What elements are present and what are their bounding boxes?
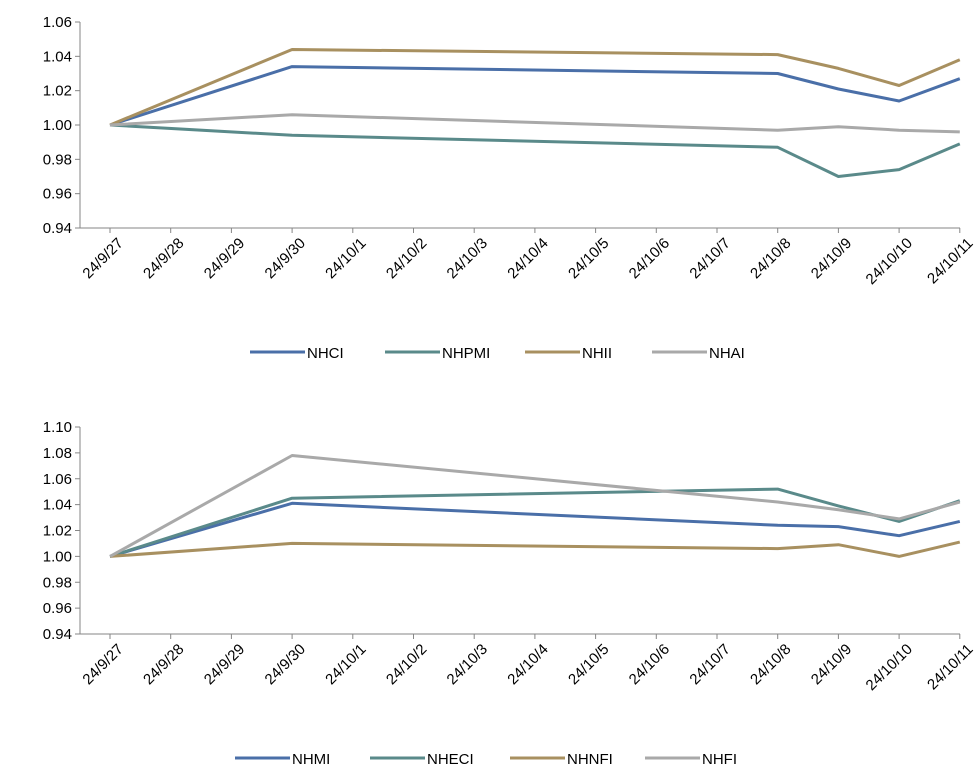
- y-tick-label: 0.94: [43, 626, 72, 643]
- x-tick-label: 24/10/4: [504, 235, 551, 282]
- x-tick-label: 24/10/4: [504, 641, 551, 688]
- x-tick-label: 24/9/28: [140, 235, 187, 282]
- x-tick-label: 24/10/5: [565, 641, 612, 688]
- x-tick-label: 24/10/8: [747, 235, 794, 282]
- legend-label-nhpmi: NHPMI: [442, 345, 490, 362]
- y-tick-label: 1.04: [43, 48, 72, 65]
- x-tick-label: 24/10/2: [383, 235, 430, 282]
- x-tick-label: 24/10/9: [808, 235, 855, 282]
- series-line-nhpmi: [109, 123, 961, 178]
- x-tick-label: 24/10/10: [863, 235, 916, 288]
- y-tick-label: 1.08: [43, 445, 72, 462]
- y-tick-label: 1.02: [43, 83, 72, 100]
- x-tick-label: 24/10/7: [686, 235, 733, 282]
- x-tick-label: 24/9/27: [79, 235, 126, 282]
- x-tick-label: 24/9/29: [201, 235, 248, 282]
- y-tick-label: 1.02: [43, 523, 72, 540]
- legend-label-nheci: NHECI: [427, 751, 474, 768]
- series-line-nhmi: [109, 501, 961, 558]
- x-tick-label: 24/10/11: [924, 235, 977, 288]
- x-tick-label: 24/9/27: [79, 641, 126, 688]
- x-tick-label: 24/9/28: [140, 641, 187, 688]
- x-tick-label: 24/10/2: [383, 641, 430, 688]
- x-tick-label: 24/10/1: [322, 641, 369, 688]
- y-tick-label: 1.10: [43, 419, 72, 436]
- chart-bottom: 0.94 0.96 0.98 1.00 1.02 1.04 1.06 1.08 1.10 24/9…: [43, 419, 977, 768]
- x-tick-label: 24/9/30: [262, 641, 309, 688]
- legend-label-nhii: NHII: [582, 345, 612, 362]
- y-tick-label: 0.98: [43, 574, 72, 591]
- legend-label-nhmi: NHMI: [292, 751, 330, 768]
- series-line-nhci: [109, 65, 961, 127]
- x-tick-label: 24/10/1: [322, 235, 369, 282]
- legend-label-nhci: NHCI: [307, 345, 344, 362]
- y-tick-label: 1.06: [43, 471, 72, 488]
- series-line-nhfi: [109, 454, 961, 558]
- x-tick-label: 24/10/7: [686, 641, 733, 688]
- x-tick-label: 24/10/3: [444, 641, 491, 688]
- x-tick-label: 24/10/6: [626, 235, 673, 282]
- legend-label-nhai: NHAI: [709, 345, 745, 362]
- series-line-nhii: [109, 48, 961, 127]
- x-tick-label: 24/9/30: [262, 235, 309, 282]
- series-line-nheci: [109, 487, 961, 558]
- x-tick-label: 24/10/3: [444, 235, 491, 282]
- y-tick-label: 0.98: [43, 151, 72, 168]
- legend-label-nhfi: NHFI: [702, 751, 737, 768]
- x-tick-label: 24/10/9: [808, 641, 855, 688]
- series-line-nhai: [109, 113, 960, 134]
- chart-top: 0.94 0.96 0.98 1.00 1.02 1.04 1.06 24/9/27 24/9/…: [43, 14, 977, 362]
- x-tick-label: 24/10/10: [863, 641, 916, 694]
- x-tick-label: 24/10/5: [565, 235, 612, 282]
- y-tick-label: 1.00: [43, 548, 72, 565]
- x-tick-label: 24/9/29: [201, 641, 248, 688]
- y-tick-label: 0.96: [43, 186, 72, 203]
- y-tick-label: 0.94: [43, 220, 72, 237]
- y-tick-label: 1.06: [43, 14, 72, 31]
- x-tick-label: 24/10/11: [924, 641, 977, 694]
- y-tick-label: 1.00: [43, 117, 72, 134]
- x-tick-label: 24/10/8: [747, 641, 794, 688]
- series-line-nhnfi: [109, 540, 961, 558]
- y-tick-label: 0.96: [43, 600, 72, 617]
- y-tick-label: 1.04: [43, 497, 72, 514]
- legend-label-nhnfi: NHNFI: [567, 751, 613, 768]
- x-tick-label: 24/10/6: [626, 641, 673, 688]
